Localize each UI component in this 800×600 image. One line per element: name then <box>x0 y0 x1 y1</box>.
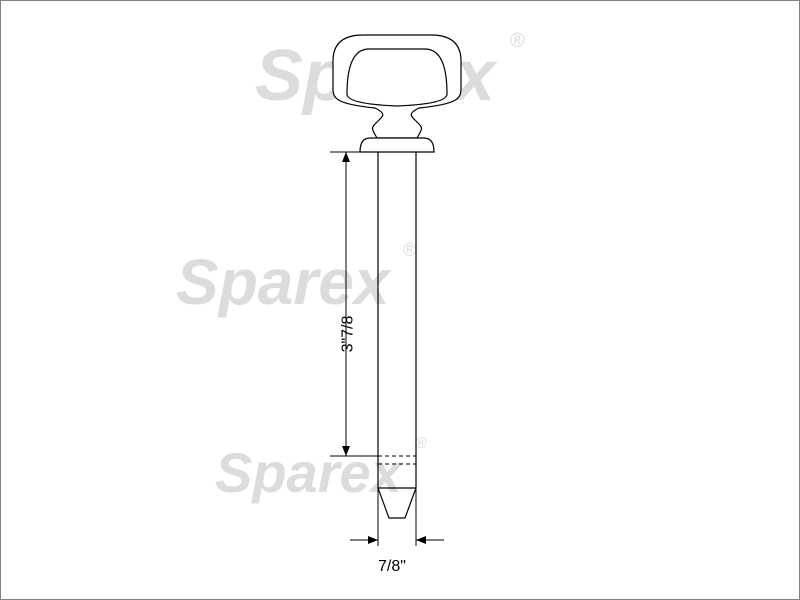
pin-outline <box>333 35 461 518</box>
diameter-dimension-label: 7/8" <box>378 558 406 576</box>
length-dimension-label: 3"7/8 <box>339 316 357 353</box>
hitch-pin-drawing <box>0 0 800 600</box>
